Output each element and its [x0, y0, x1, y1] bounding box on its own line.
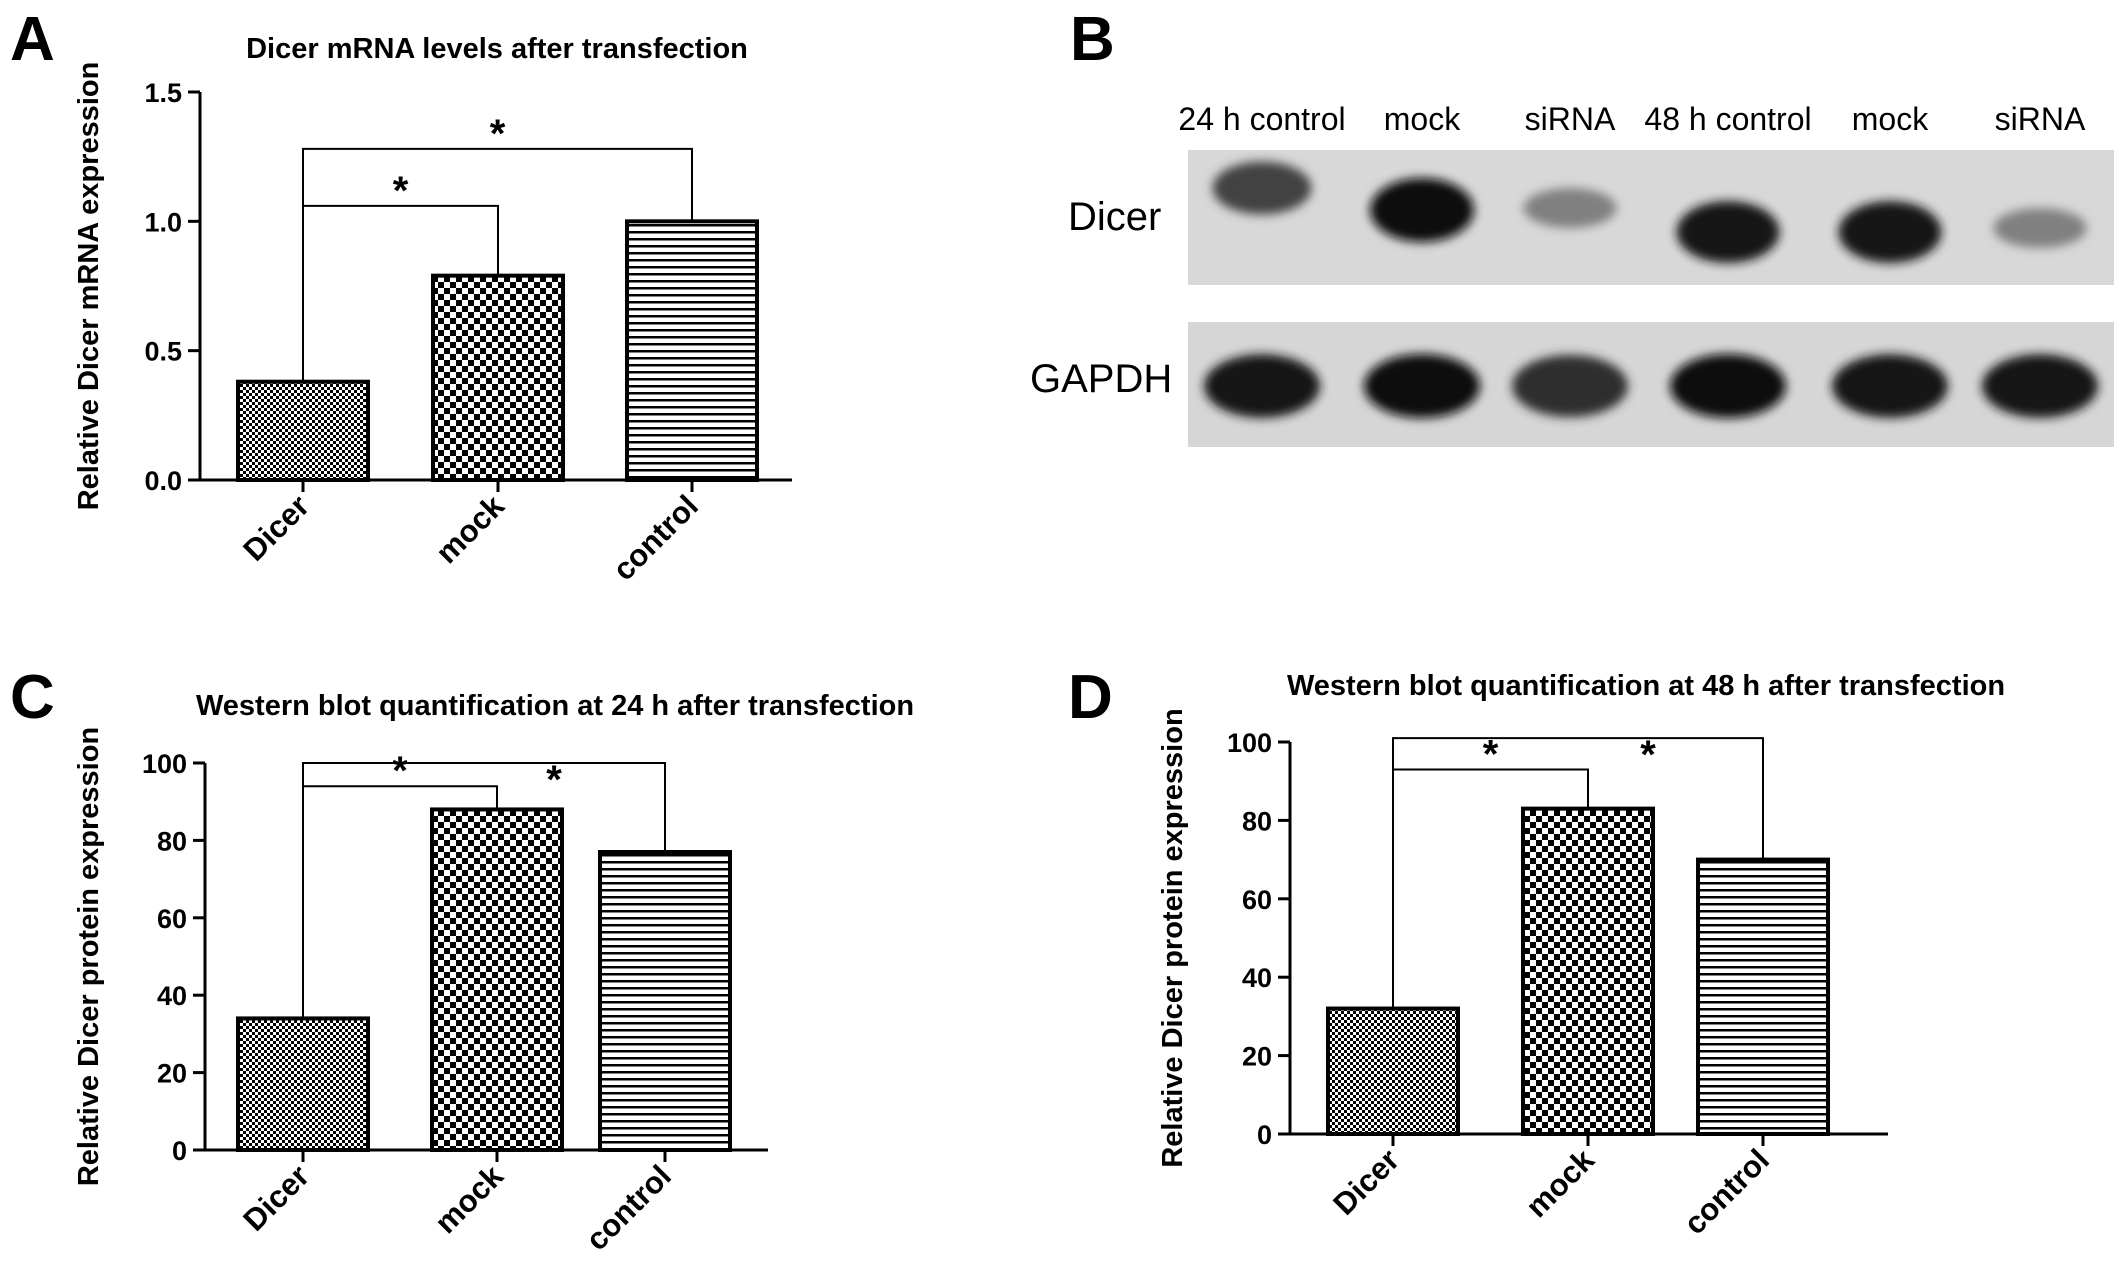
panel-label-c: C [10, 663, 55, 732]
blot-lane-label: mock [1384, 101, 1461, 137]
bar-control [598, 850, 732, 1152]
blot-bands [1204, 161, 2098, 418]
blot-band-gapdh [1982, 354, 2098, 418]
blot-strip-dicer [1188, 150, 2114, 285]
chart-title: Western blot quantification at 24 h afte… [196, 690, 914, 722]
bar-dicer [1326, 1006, 1460, 1136]
bar-control [625, 219, 759, 482]
blot-lane-label: mock [1852, 101, 1929, 137]
blot-band-gapdh [1670, 354, 1786, 418]
x-tick-label: control [579, 1158, 678, 1257]
blot-band-dicer [1212, 161, 1312, 215]
blot-band-dicer [1838, 201, 1942, 263]
y-tick-label: 40 [157, 981, 187, 1011]
blot-row-label-dicer: Dicer [1068, 195, 1161, 239]
panel-label-b: B [1070, 5, 1115, 74]
blot-band-dicer [1676, 201, 1780, 263]
chart-title: Dicer mRNA levels after transfection [246, 33, 748, 65]
blot-lane-label: siRNA [1525, 101, 1616, 137]
x-tick-label: control [606, 488, 705, 587]
western-blot: 24 h control mock siRNA 48 h control mock siR… [1030, 101, 2114, 447]
significance-star: * [490, 112, 506, 156]
significance-star: * [392, 749, 408, 793]
y-tick-label: 1.0 [144, 207, 182, 237]
significance-bracket [302, 762, 666, 1019]
y-tick-label: 0.5 [144, 337, 182, 367]
bar-dicer [236, 379, 370, 482]
bar-dicer [236, 1016, 370, 1152]
blot-row-label-gapdh: GAPDH [1030, 357, 1172, 401]
blot-band-dicer [1523, 188, 1617, 228]
chart-title: Western blot quantification at 48 h afte… [1287, 670, 2005, 702]
blot-band-gapdh [1204, 354, 1320, 418]
significance-bracket [1392, 737, 1764, 1009]
bar-mock [430, 807, 564, 1152]
y-tick-label: 0.0 [144, 466, 182, 496]
y-tick-label: 60 [157, 904, 187, 934]
blot-strip-gapdh [1188, 322, 2114, 447]
x-tick-label: Dicer [236, 1158, 316, 1238]
significance-star: * [1640, 733, 1656, 777]
blot-lane-label: siRNA [1995, 101, 2086, 137]
y-axis-label: Relative Dicer protein expression [73, 727, 105, 1186]
blot-lane-label: 24 h control [1178, 101, 1345, 137]
bar-mock [431, 273, 565, 482]
y-tick-label: 20 [1242, 1042, 1272, 1072]
x-tick-label: mock [1519, 1142, 1602, 1225]
chart-c: Western blot quantification at 24 h afte… [73, 690, 914, 1257]
blot-band-gapdh [1512, 354, 1628, 418]
panel-label-a: A [10, 5, 55, 74]
blot-lane-label: 48 h control [1644, 101, 1811, 137]
blot-band-dicer [1370, 178, 1474, 242]
blot-band-dicer [1993, 208, 2087, 248]
x-tick-label: Dicer [236, 488, 316, 568]
y-tick-label: 80 [157, 826, 187, 856]
bar-control [1696, 857, 1830, 1136]
chart-d: Western blot quantification at 48 h afte… [1157, 670, 2005, 1241]
y-tick-label: 1.5 [144, 78, 182, 108]
y-tick-label: 40 [1242, 963, 1272, 993]
x-tick-label: Dicer [1326, 1142, 1406, 1222]
panel-label-d: D [1068, 663, 1113, 732]
blot-band-gapdh [1364, 354, 1480, 418]
x-tick-label: control [1677, 1142, 1776, 1241]
y-tick-label: 100 [1227, 728, 1272, 758]
significance-star: * [393, 169, 409, 213]
significance-bracket [302, 147, 693, 382]
y-tick-label: 20 [157, 1059, 187, 1089]
y-tick-label: 0 [1257, 1120, 1272, 1150]
significance-star: * [1483, 732, 1499, 776]
y-axis-label: Relative Dicer protein expression [1157, 708, 1189, 1167]
blot-lane-labels: 24 h control mock siRNA 48 h control mock siR… [1178, 101, 2086, 137]
x-tick-label: mock [429, 488, 512, 571]
blot-band-gapdh [1832, 354, 1948, 418]
y-tick-label: 0 [172, 1136, 187, 1166]
significance-star: * [546, 758, 562, 802]
y-tick-label: 80 [1242, 806, 1272, 836]
bar-mock [1521, 806, 1655, 1136]
y-axis-label: Relative Dicer mRNA expression [73, 62, 105, 511]
x-tick-label: mock [428, 1158, 511, 1241]
y-tick-label: 60 [1242, 885, 1272, 915]
y-tick-label: 100 [142, 749, 187, 779]
chart-a: Dicer mRNA levels after transfection Rela… [73, 33, 792, 587]
